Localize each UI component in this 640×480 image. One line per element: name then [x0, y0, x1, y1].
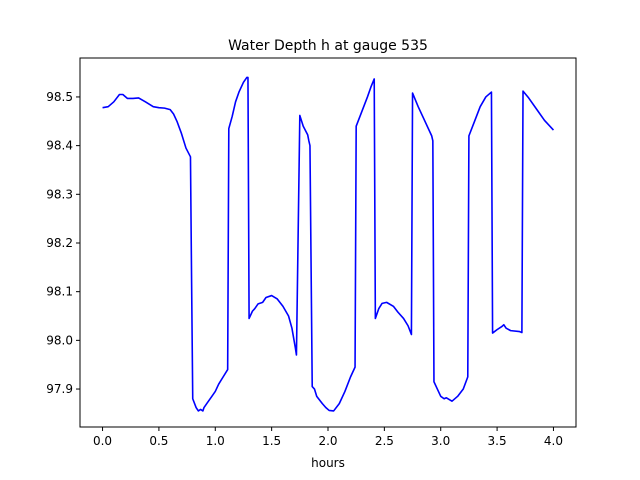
- y-tick-label: 98.3: [46, 187, 73, 201]
- y-tick-label: 98.2: [46, 236, 73, 250]
- series-line: [102, 76, 555, 412]
- x-axis-label: hours: [311, 456, 345, 470]
- axes-frame: [79, 57, 577, 428]
- axis-ticks: 0.0 0.5 1.0 1.5 2.0 2.5 3.0 3.5 4.0 97.9 98.0 98.1 9…: [46, 90, 563, 448]
- x-tick-label: 4.0: [544, 434, 563, 448]
- x-tick-label: 3.0: [431, 434, 450, 448]
- x-tick-label: 1.5: [262, 434, 281, 448]
- y-tick-label: 97.9: [46, 382, 73, 396]
- x-tick-label: 2.5: [375, 434, 394, 448]
- x-tick-label: 3.5: [488, 434, 507, 448]
- y-tick-label: 98.1: [46, 285, 73, 299]
- y-tick-label: 98.5: [46, 90, 73, 104]
- x-tick-label: 0.5: [149, 434, 168, 448]
- y-tick-label: 98.0: [46, 333, 73, 347]
- y-tick-label: 98.4: [46, 139, 73, 153]
- plot-area: [102, 76, 555, 412]
- x-tick-label: 0.0: [93, 434, 112, 448]
- x-tick-label: 2.0: [318, 434, 337, 448]
- x-tick-label: 1.0: [206, 434, 225, 448]
- chart-title: Water Depth h at gauge 535: [228, 38, 428, 54]
